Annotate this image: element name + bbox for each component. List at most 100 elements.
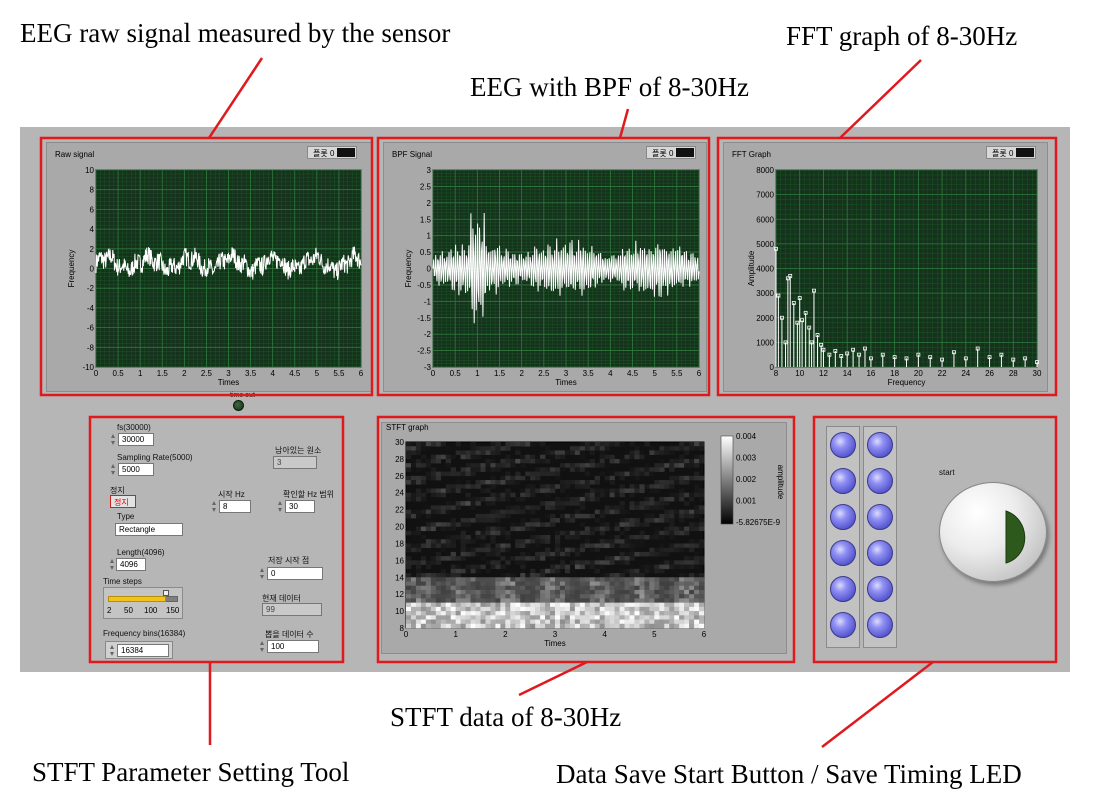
stft-cell	[649, 513, 655, 519]
extract-count-spinner[interactable]	[259, 640, 266, 653]
stft-cell	[574, 606, 581, 612]
stft-cell	[589, 581, 596, 587]
stft-cell	[535, 505, 541, 510]
stft-cell	[619, 501, 625, 506]
sampling-rate-input[interactable]: 5000	[118, 463, 154, 476]
stft-cell	[574, 602, 581, 608]
stft-cell	[689, 543, 695, 548]
stft-cell	[634, 568, 640, 574]
extract-count-input[interactable]: 100	[267, 640, 319, 653]
stft-cell	[440, 598, 447, 603]
stft-cell	[465, 450, 471, 455]
stft-cell	[639, 619, 645, 625]
stft-cell	[460, 522, 466, 527]
stft-cell	[559, 611, 566, 616]
slider-thumb[interactable]	[163, 590, 170, 596]
start-button[interactable]	[939, 482, 1047, 582]
y-tick-label: 1	[427, 232, 432, 241]
stft-cell	[455, 594, 461, 599]
stft-cell	[430, 488, 437, 494]
stft-cell	[410, 581, 417, 587]
stft-cell	[559, 615, 566, 620]
sampling-rate-spinner[interactable]	[110, 463, 117, 476]
fs-input[interactable]: 30000	[118, 433, 154, 446]
stft-cell	[599, 471, 605, 477]
fft-plot-area: 8 10 12 14 16 18 20 22 24 26 28 3080007000600050004…	[747, 166, 1042, 387]
raw-connector	[207, 57, 264, 139]
freq-bins-input[interactable]: 16384	[117, 644, 169, 657]
stft-cell	[584, 577, 591, 582]
start-hz-spinner[interactable]	[211, 500, 218, 513]
stft-cell	[614, 560, 620, 565]
stft-cell	[699, 518, 705, 523]
stft-cell	[689, 564, 695, 570]
stft-cell	[579, 602, 586, 608]
stft-cell	[634, 505, 640, 510]
stft-cell	[520, 564, 526, 570]
stft-cell	[435, 526, 442, 532]
stft-cell	[644, 454, 650, 460]
stft-cell	[674, 513, 680, 519]
stft-cell	[699, 488, 705, 494]
stft-cell	[415, 598, 422, 603]
stft-cell	[500, 556, 506, 561]
stft-cell	[510, 606, 516, 612]
save-start-input[interactable]: 0	[267, 567, 323, 580]
stft-cell	[599, 594, 605, 599]
stft-cell	[584, 594, 591, 599]
freq-bins-spinner[interactable]	[109, 644, 116, 657]
range-hz-input[interactable]: 30	[285, 500, 315, 513]
stft-cell	[639, 450, 645, 455]
fs-spinner[interactable]	[110, 433, 117, 446]
stft-cell	[460, 471, 466, 477]
stft-cell	[495, 623, 501, 629]
stft-cell	[649, 518, 655, 523]
stft-cell	[604, 446, 610, 451]
time-steps-slider[interactable]: 2 50 100 150	[103, 587, 183, 619]
stft-cell	[530, 556, 536, 561]
stft-cell	[406, 615, 412, 620]
stft-cell	[530, 509, 536, 515]
stft-cell	[584, 446, 591, 451]
save-start-spinner[interactable]	[259, 567, 266, 580]
stft-cell	[659, 611, 665, 616]
stft-cell	[530, 471, 536, 477]
stft-cell	[425, 611, 432, 616]
stft-cell	[599, 615, 605, 620]
stft-cell	[669, 475, 675, 481]
stft-cell	[574, 619, 581, 625]
stft-cell	[579, 535, 586, 540]
stft-cell	[694, 526, 700, 532]
stft-cell	[694, 509, 700, 515]
stft-cell	[614, 556, 620, 561]
stft-cell	[649, 471, 655, 477]
stft-cell	[574, 535, 581, 540]
type-select[interactable]: Rectangle	[115, 523, 183, 536]
stft-cell	[669, 450, 675, 455]
range-hz-spinner[interactable]	[277, 500, 284, 513]
stft-cell	[545, 589, 551, 595]
stft-cell	[579, 547, 586, 553]
stft-cell	[594, 564, 600, 570]
stop-button[interactable]: 정지	[110, 495, 136, 508]
stft-cell	[555, 589, 561, 595]
stft-cell	[674, 543, 680, 548]
stft-cell	[435, 589, 442, 595]
stft-cell	[480, 611, 486, 616]
stft-cell	[406, 446, 412, 451]
stft-cell	[589, 463, 596, 468]
stft-cell	[564, 547, 571, 553]
length-input[interactable]: 4096	[116, 558, 146, 571]
stft-cell	[530, 589, 536, 595]
length-spinner[interactable]	[109, 558, 116, 571]
stft-cell	[584, 484, 591, 489]
stft-cell	[579, 484, 586, 489]
start-hz-input[interactable]: 8	[219, 500, 251, 513]
stft-cell	[614, 442, 620, 447]
stft-cell	[530, 577, 536, 582]
stft-cell	[689, 526, 695, 532]
stft-cell	[465, 615, 471, 620]
stft-cell	[699, 442, 705, 447]
stft-cell	[430, 442, 437, 447]
stft-cell	[550, 594, 556, 599]
